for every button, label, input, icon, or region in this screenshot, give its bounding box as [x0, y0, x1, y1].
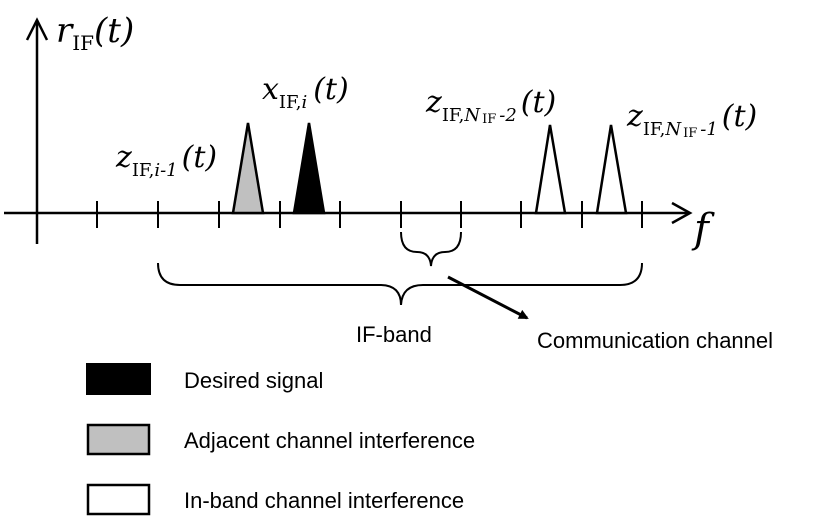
legend-swatch-inband [86, 483, 151, 516]
legend-swatch-desired [86, 363, 151, 395]
legend: Desired signal Adjacent channel interfer… [86, 363, 475, 516]
channel-pointer-arrow [447, 275, 529, 320]
adjacent-interference-triangle [231, 122, 265, 215]
inband-signal-label-b: zIF,N IF -1 (t) [626, 99, 757, 141]
channel-brace [400, 231, 462, 267]
y-axis [25, 17, 49, 244]
x-axis-label: f [691, 206, 715, 252]
legend-label-desired: Desired signal [184, 368, 323, 393]
if-band-label: IF-band [356, 322, 432, 347]
if-band-brace [157, 262, 643, 306]
x-axis [4, 201, 693, 225]
legend-label-adjacent: Adjacent channel interference [184, 428, 475, 453]
inband-interference-triangle-a [534, 124, 567, 215]
communication-channel-label: Communication channel [537, 328, 773, 353]
legend-swatch-adjacent [86, 423, 151, 456]
inband-signal-label-a: zIF,N IF -2 (t) [425, 85, 556, 127]
inband-interference-triangle-b [595, 124, 628, 215]
desired-signal-triangle [292, 122, 326, 215]
legend-label-inband: In-band channel interference [184, 488, 464, 513]
desired-signal-label: xIF,i (t) [262, 72, 349, 113]
adjacent-signal-label: zIF,i-1 (t) [115, 140, 217, 181]
x-axis-ticks [96, 201, 643, 228]
y-axis-label: rIF(t) [56, 11, 134, 55]
